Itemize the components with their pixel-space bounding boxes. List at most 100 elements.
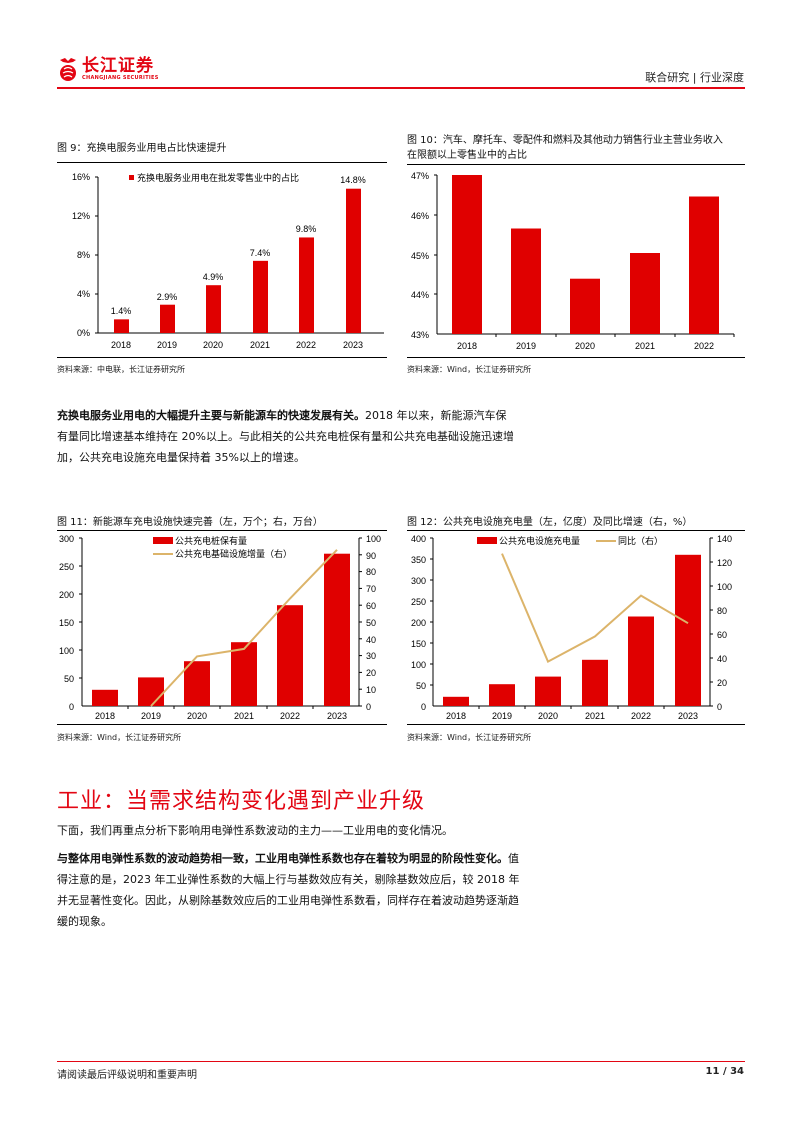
svg-text:50: 50 bbox=[64, 674, 74, 684]
svg-text:60: 60 bbox=[366, 601, 376, 611]
svg-text:300: 300 bbox=[59, 534, 74, 544]
svg-text:20: 20 bbox=[717, 678, 727, 688]
fig11-bottom-rule bbox=[57, 724, 387, 725]
svg-text:0: 0 bbox=[69, 702, 74, 712]
svg-text:350: 350 bbox=[411, 555, 426, 565]
fig9-chart: 16% 12% 8% 4% 0% 1.4% 2.9% 4.9% 7.4% 9.8… bbox=[72, 172, 384, 350]
fig11-bars bbox=[92, 553, 350, 706]
footer-divider bbox=[57, 1061, 745, 1062]
paragraph-industry-elasticity-text: 值得注意的是，2023 年工业弹性系数的大幅上行与基数效应有关，剔除基数效应后，… bbox=[57, 852, 520, 928]
svg-text:2020: 2020 bbox=[203, 340, 223, 350]
svg-text:150: 150 bbox=[411, 639, 426, 649]
svg-text:80: 80 bbox=[717, 606, 727, 616]
svg-text:2023: 2023 bbox=[678, 711, 698, 721]
fig10-title-line2: 在限额以上零售业中的占比 bbox=[407, 150, 527, 161]
svg-text:2022: 2022 bbox=[296, 340, 316, 350]
svg-text:充换电服务业用电在批发零售业中的占比: 充换电服务业用电在批发零售业中的占比 bbox=[137, 172, 299, 183]
svg-text:2018: 2018 bbox=[111, 340, 131, 350]
svg-text:16%: 16% bbox=[72, 172, 90, 182]
svg-text:90: 90 bbox=[366, 551, 376, 561]
svg-text:14.8%: 14.8% bbox=[340, 175, 366, 185]
svg-text:2019: 2019 bbox=[157, 340, 177, 350]
fig10-title-line1: 图 10：汽车、摩托车、零配件和燃料及其他动力销售行业主营业务收入 bbox=[407, 135, 723, 146]
fig11-line bbox=[150, 549, 338, 707]
svg-text:2023: 2023 bbox=[343, 340, 363, 350]
fig12-source: 资料来源：Wind，长江证券研究所 bbox=[407, 733, 532, 742]
paragraph-industry-elasticity: 与整体用电弹性系数的波动趋势相一致，工业用电弹性系数也存在着较为明显的阶段性变化… bbox=[57, 848, 527, 932]
svg-text:同比（右）: 同比（右） bbox=[618, 535, 663, 546]
svg-text:2023: 2023 bbox=[327, 711, 347, 721]
svg-text:2019: 2019 bbox=[141, 711, 161, 721]
svg-text:10: 10 bbox=[366, 685, 376, 695]
fig10-source: 资料来源：Wind，长江证券研究所 bbox=[407, 365, 532, 374]
svg-text:0: 0 bbox=[421, 702, 426, 712]
paragraph-industry-elasticity-lead: 与整体用电弹性系数的波动趋势相一致，工业用电弹性系数也存在着较为明显的阶段性变化… bbox=[57, 852, 508, 865]
fig9-bars bbox=[114, 188, 361, 333]
svg-text:2021: 2021 bbox=[585, 711, 605, 721]
svg-text:4.9%: 4.9% bbox=[203, 272, 224, 282]
fig9-data-labels: 1.4% 2.9% 4.9% 7.4% 9.8% 14.8% bbox=[111, 175, 366, 316]
svg-text:47%: 47% bbox=[411, 171, 429, 181]
fig9-top-rule bbox=[57, 162, 387, 163]
svg-text:2018: 2018 bbox=[95, 711, 115, 721]
svg-text:30: 30 bbox=[366, 651, 376, 661]
paragraph-industry-intro: 下面，我们再重点分析下影响用电弹性系数波动的主力——工业用电的变化情况。 bbox=[57, 824, 453, 837]
svg-text:45%: 45% bbox=[411, 251, 429, 261]
disclaimer-link[interactable]: 请阅读最后评级说明和重要声明 bbox=[57, 1070, 197, 1081]
fig10-top-rule bbox=[407, 164, 745, 165]
svg-text:70: 70 bbox=[366, 584, 376, 594]
logo-emblem-icon bbox=[57, 56, 79, 82]
paragraph-ev-growth-lead: 充换电服务业用电的大幅提升主要与新能源车的快速发展有关。 bbox=[57, 409, 365, 422]
svg-text:300: 300 bbox=[411, 576, 426, 586]
svg-text:40: 40 bbox=[717, 654, 727, 664]
company-logo: 长江证券 CHANGJIANG SECURITIES bbox=[57, 56, 159, 82]
fig12-line bbox=[501, 553, 689, 663]
svg-text:50: 50 bbox=[416, 681, 426, 691]
svg-text:2020: 2020 bbox=[575, 341, 595, 351]
svg-text:1.4%: 1.4% bbox=[111, 306, 132, 316]
fig9-source: 资料来源：中电联，长江证券研究所 bbox=[57, 365, 185, 374]
svg-text:2018: 2018 bbox=[457, 341, 477, 351]
fig10-bottom-rule bbox=[407, 357, 745, 358]
svg-text:50: 50 bbox=[366, 618, 376, 628]
svg-text:44%: 44% bbox=[411, 290, 429, 300]
fig12-bars bbox=[443, 554, 701, 706]
svg-text:200: 200 bbox=[59, 590, 74, 600]
svg-text:4%: 4% bbox=[77, 289, 90, 299]
svg-text:120: 120 bbox=[717, 558, 732, 568]
svg-text:2019: 2019 bbox=[492, 711, 512, 721]
svg-text:100: 100 bbox=[366, 534, 381, 544]
paragraph-ev-growth: 充换电服务业用电的大幅提升主要与新能源车的快速发展有关。2018 年以来，新能源… bbox=[57, 405, 517, 468]
fig9-bottom-rule bbox=[57, 357, 387, 358]
svg-text:400: 400 bbox=[411, 534, 426, 544]
svg-text:2021: 2021 bbox=[234, 711, 254, 721]
logo-name-cn: 长江证券 bbox=[82, 55, 154, 76]
fig10-chart: 47% 46% 45% 44% 43% 2018 2019 2020 2021 202… bbox=[411, 171, 735, 351]
svg-text:40: 40 bbox=[366, 635, 376, 645]
svg-text:80: 80 bbox=[366, 567, 376, 577]
fig9-title: 图 9：充换电服务业用电占比快速提升 bbox=[57, 143, 227, 154]
paragraph-ev-growth-text: 2018 年以来，新能源汽车保有量同比增速基本维持在 20%以上。与此相关的公共… bbox=[57, 409, 514, 464]
svg-text:公共充电桩保有量: 公共充电桩保有量 bbox=[175, 535, 247, 546]
fig12-top-rule bbox=[407, 530, 745, 531]
svg-text:9.8%: 9.8% bbox=[296, 224, 317, 234]
svg-text:60: 60 bbox=[717, 630, 727, 640]
svg-text:2022: 2022 bbox=[631, 711, 651, 721]
svg-text:43%: 43% bbox=[411, 330, 429, 340]
fig11-title: 图 11：新能源车充电设施快速完善（左，万个；右，万台） bbox=[57, 517, 323, 528]
report-category: 联合研究 | 行业深度 bbox=[645, 71, 744, 84]
svg-text:250: 250 bbox=[411, 597, 426, 607]
fig12-bottom-rule bbox=[407, 724, 745, 725]
logo-name-en: CHANGJIANG SECURITIES bbox=[82, 74, 159, 81]
svg-text:46%: 46% bbox=[411, 211, 429, 221]
svg-text:140: 140 bbox=[717, 534, 732, 544]
fig12-title: 图 12：公共充电设施充电量（左，亿度）及同比增速（右，%） bbox=[407, 517, 693, 528]
svg-text:2022: 2022 bbox=[280, 711, 300, 721]
svg-text:2022: 2022 bbox=[694, 341, 714, 351]
svg-text:200: 200 bbox=[411, 618, 426, 628]
svg-text:20: 20 bbox=[366, 668, 376, 678]
svg-text:8%: 8% bbox=[77, 250, 90, 260]
svg-text:0%: 0% bbox=[77, 328, 90, 338]
svg-text:公共充电设施充电量: 公共充电设施充电量 bbox=[499, 535, 580, 546]
